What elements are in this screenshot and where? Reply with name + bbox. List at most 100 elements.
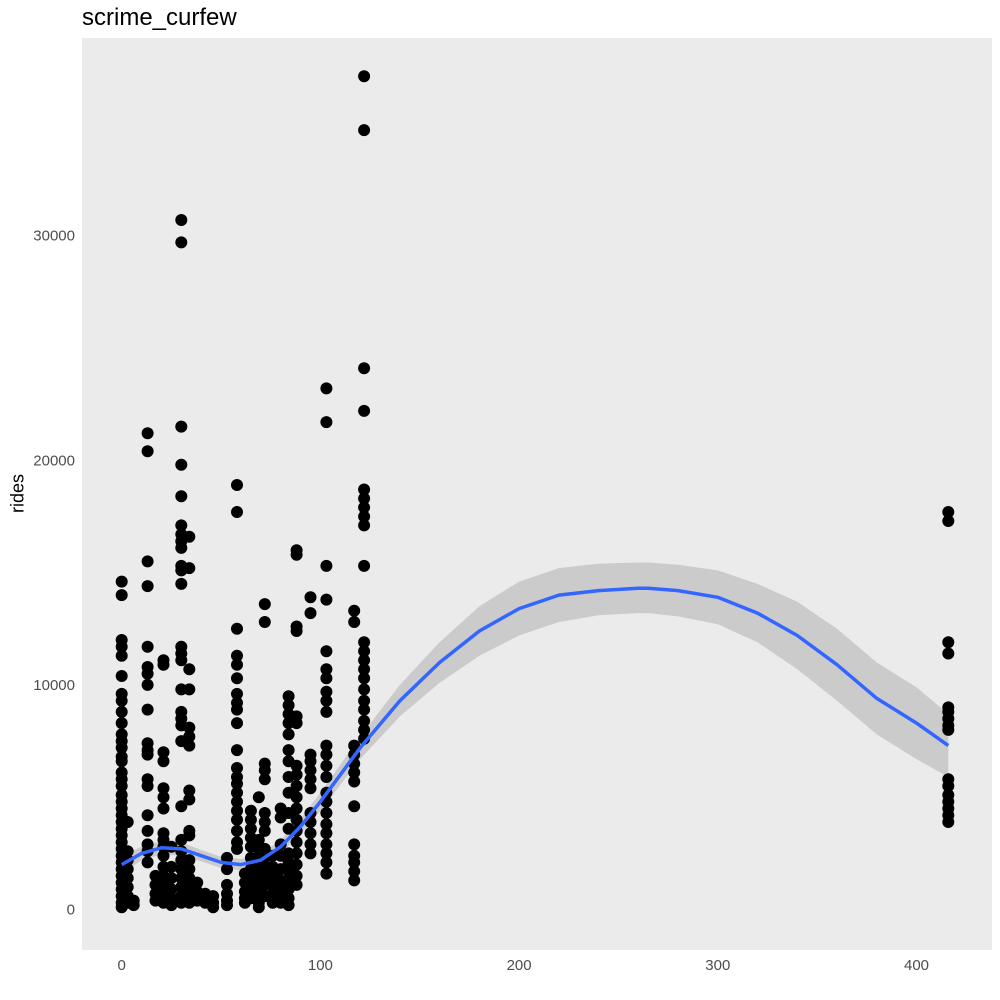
data-point bbox=[115, 694, 128, 707]
x-tick-label: 200 bbox=[507, 957, 532, 974]
data-point bbox=[221, 899, 233, 912]
x-tick-label: 100 bbox=[308, 957, 333, 974]
data-point bbox=[191, 876, 204, 889]
data-point bbox=[252, 833, 265, 846]
data-point bbox=[141, 678, 154, 691]
data-point bbox=[183, 530, 196, 543]
data-point bbox=[231, 795, 243, 808]
data-point bbox=[304, 591, 317, 604]
data-point bbox=[258, 824, 271, 837]
data-point bbox=[320, 838, 333, 851]
data-point bbox=[320, 685, 333, 698]
data-point bbox=[942, 506, 955, 518]
data-point bbox=[282, 744, 295, 757]
data-point bbox=[358, 404, 371, 417]
data-point bbox=[942, 723, 955, 736]
data-point bbox=[231, 703, 243, 716]
data-point bbox=[358, 362, 371, 375]
data-point bbox=[290, 791, 303, 804]
data-point bbox=[221, 851, 233, 864]
data-point bbox=[157, 782, 170, 795]
data-point bbox=[942, 636, 955, 649]
data-point bbox=[183, 683, 196, 696]
data-point bbox=[231, 687, 243, 700]
data-point bbox=[290, 717, 303, 730]
data-point bbox=[175, 519, 188, 532]
data-point bbox=[358, 483, 371, 496]
data-point bbox=[157, 746, 170, 759]
data-point bbox=[942, 816, 955, 828]
data-point bbox=[358, 694, 371, 707]
data-point bbox=[141, 856, 154, 869]
y-tick-label: 20000 bbox=[33, 452, 75, 469]
data-point bbox=[358, 124, 371, 137]
data-point bbox=[141, 580, 154, 593]
y-tick-label: 0 bbox=[67, 902, 75, 919]
data-point bbox=[175, 490, 188, 503]
smooth-line-layer bbox=[120, 586, 950, 867]
data-point bbox=[221, 878, 233, 891]
data-point bbox=[304, 838, 317, 851]
data-point bbox=[942, 780, 955, 792]
data-point bbox=[290, 802, 303, 815]
data-point bbox=[320, 827, 333, 840]
data-point bbox=[175, 577, 188, 590]
data-point bbox=[942, 515, 955, 527]
data-point bbox=[290, 858, 303, 871]
data-point bbox=[157, 791, 170, 804]
data-point bbox=[231, 658, 243, 671]
data-point bbox=[258, 773, 271, 786]
data-point bbox=[358, 654, 371, 667]
data-point bbox=[231, 804, 243, 817]
data-point bbox=[183, 784, 196, 797]
data-point bbox=[320, 593, 333, 606]
data-point bbox=[320, 694, 333, 707]
data-point bbox=[165, 883, 178, 896]
data-point bbox=[290, 759, 303, 772]
data-point bbox=[141, 809, 154, 822]
data-point bbox=[320, 807, 333, 819]
data-point bbox=[358, 683, 371, 696]
data-point bbox=[115, 705, 128, 718]
data-point bbox=[258, 842, 271, 855]
data-point bbox=[115, 670, 128, 682]
data-point bbox=[115, 780, 128, 792]
data-point bbox=[175, 541, 188, 554]
data-point bbox=[183, 863, 196, 876]
data-point bbox=[252, 901, 265, 914]
data-point bbox=[304, 847, 317, 860]
data-point bbox=[320, 739, 333, 752]
data-point bbox=[282, 699, 295, 712]
data-point bbox=[358, 70, 371, 83]
data-point bbox=[320, 672, 333, 685]
data-point bbox=[157, 802, 170, 815]
data-point bbox=[358, 510, 371, 523]
data-point bbox=[304, 755, 317, 768]
data-point bbox=[183, 562, 196, 575]
data-point bbox=[320, 705, 333, 718]
data-point bbox=[290, 780, 303, 792]
data-point bbox=[282, 728, 295, 741]
data-point bbox=[183, 854, 196, 867]
data-point bbox=[258, 816, 271, 828]
data-point bbox=[358, 663, 371, 676]
data-point bbox=[183, 721, 196, 734]
data-point bbox=[358, 636, 371, 649]
data-point bbox=[231, 622, 243, 635]
data-point bbox=[244, 822, 257, 835]
data-point bbox=[304, 827, 317, 840]
chart-title: scrime_curfew bbox=[82, 4, 237, 31]
data-point bbox=[175, 800, 188, 813]
data-point bbox=[290, 813, 303, 826]
data-point bbox=[320, 748, 333, 761]
data-point bbox=[141, 748, 154, 761]
data-point bbox=[121, 881, 134, 894]
data-point bbox=[115, 741, 128, 754]
data-point bbox=[304, 607, 317, 620]
data-point bbox=[157, 849, 170, 862]
data-point bbox=[127, 899, 140, 912]
points-layer bbox=[115, 70, 955, 914]
data-point bbox=[231, 744, 243, 757]
data-point bbox=[320, 559, 333, 572]
data-point bbox=[320, 771, 333, 783]
